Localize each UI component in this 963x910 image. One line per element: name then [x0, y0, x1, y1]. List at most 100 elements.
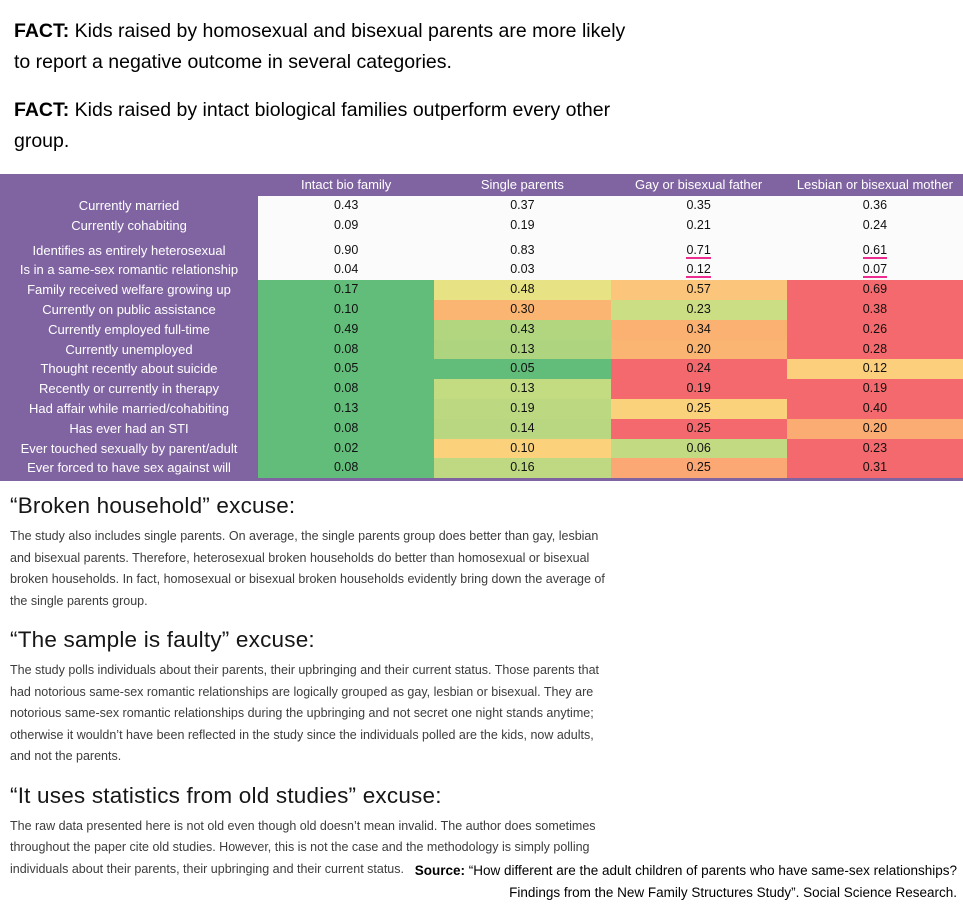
value-cell: 0.90	[258, 240, 435, 261]
value-cell: 0.31	[786, 458, 963, 479]
row-label: Thought recently about suicide	[0, 359, 258, 380]
value-cell: 0.14	[434, 418, 611, 439]
row-label: Had affair while married/cohabiting	[0, 398, 258, 419]
table-row: Currently cohabiting 0.09 0.19 0.21 0.24	[0, 215, 963, 236]
value-cell: 0.16	[434, 458, 611, 479]
value-cell: 0.05	[258, 359, 435, 380]
value-cell: 0.05	[434, 359, 611, 380]
value-cell: 0.24	[786, 215, 963, 236]
value-cell: 0.43	[434, 319, 611, 340]
row-label: Currently married	[0, 196, 258, 216]
value-cell: 0.08	[258, 458, 435, 479]
table-row: Family received welfare growing up 0.17 0.…	[0, 280, 963, 300]
fact-2-label: FACT:	[14, 99, 70, 121]
table-row: Ever touched sexually by parent/adult 0.0…	[0, 438, 963, 459]
fact-2-text: Kids raised by intact biological familie…	[14, 99, 611, 152]
table-row: Currently employed full-time 0.49 0.43 0.34…	[0, 319, 963, 340]
row-label: Ever forced to have sex against will	[0, 458, 258, 479]
value-cell: 0.23	[610, 299, 787, 320]
source-citation: Source: “How different are the adult chi…	[257, 860, 957, 904]
value-cell: 0.09	[258, 215, 435, 236]
value-cell: 0.25	[610, 418, 787, 439]
value-cell: 0.08	[258, 339, 435, 360]
section-heading: “Broken household” excuse:	[10, 493, 296, 519]
value-cell: 0.19	[434, 398, 611, 419]
row-label: Currently unemployed	[0, 339, 258, 360]
excuse-sections: “Broken household” excuse: The study als…	[0, 481, 963, 880]
row-group-gap-cell	[786, 235, 963, 241]
value-cell: 0.02	[258, 438, 435, 459]
value-cell: 0.57	[610, 280, 787, 300]
section-body: The study polls individuals about their …	[10, 663, 600, 764]
row-label: Currently cohabiting	[0, 215, 258, 236]
value-cell: 0.36	[786, 196, 963, 216]
value-cell: 0.19	[786, 379, 963, 399]
value-cell: 0.06	[610, 438, 787, 459]
value-cell: 0.49	[258, 319, 435, 340]
value-cell: 0.19	[610, 379, 787, 399]
column-header-intact-bio-family: Intact bio family	[258, 174, 435, 196]
value-cell: 0.28	[786, 339, 963, 360]
outcomes-heatmap-table: Intact bio family Single parents Gay or …	[0, 174, 963, 482]
column-header-gay-bisexual-father: Gay or bisexual father	[610, 174, 787, 196]
table-body: Currently married 0.43 0.37 0.35 0.36 Current…	[0, 196, 963, 479]
value-cell: 0.35	[610, 196, 787, 216]
value-cell: 0.48	[434, 280, 611, 300]
column-header-lesbian-bisexual-mother: Lesbian or bisexual mother	[786, 174, 963, 196]
section-heading: “It uses statistics from old studies” ex…	[10, 782, 442, 808]
row-label: Recently or currently in therapy	[0, 379, 258, 399]
value-cell: 0.23	[786, 438, 963, 459]
table-row: Ever forced to have sex against will 0.08…	[0, 458, 963, 479]
value-cell: 0.83	[434, 240, 611, 261]
table-corner-cell	[0, 174, 258, 196]
value-cell: 0.69	[786, 280, 963, 300]
row-label: Currently employed full-time	[0, 319, 258, 340]
table-row: Had affair while married/cohabiting 0.13 0…	[0, 398, 963, 419]
value-cell: 0.08	[258, 418, 435, 439]
table-row: Identifies as entirely heterosexual 0.90 0…	[0, 240, 963, 261]
table-row: Thought recently about suicide 0.05 0.05 0.…	[0, 359, 963, 380]
value-cell: 0.61	[786, 240, 963, 261]
table-row: Currently unemployed 0.08 0.13 0.20 0.28	[0, 339, 963, 360]
table-row: Currently married 0.43 0.37 0.35 0.36	[0, 196, 963, 216]
section-broken-household: “Broken household” excuse: The study als…	[10, 493, 963, 612]
value-cell: 0.13	[258, 398, 435, 419]
value-cell: 0.30	[434, 299, 611, 320]
value-cell: 0.38	[786, 299, 963, 320]
value-cell: 0.13	[434, 339, 611, 360]
row-label: Identifies as entirely heterosexual	[0, 240, 258, 261]
value-cell: 0.12	[610, 260, 787, 281]
value-cell: 0.08	[258, 379, 435, 399]
value-cell: 0.24	[610, 359, 787, 380]
section-body: The raw data presented here is not old e…	[10, 818, 596, 876]
value-cell: 0.43	[258, 196, 435, 216]
table-row: Currently on public assistance 0.10 0.30 0.…	[0, 299, 963, 320]
fact-2: FACT: Kids raised by intact biological f…	[14, 95, 632, 157]
value-cell: 0.25	[610, 398, 787, 419]
row-group-gap-cell	[434, 235, 611, 241]
value-cell: 0.03	[434, 260, 611, 281]
row-group-gap-cell	[610, 235, 787, 241]
value-cell: 0.20	[610, 339, 787, 360]
section-old-studies: “It uses statistics from old studies” ex…	[10, 783, 963, 881]
row-label: Currently on public assistance	[0, 299, 258, 320]
table-row: Is in a same-sex romantic relationship 0.…	[0, 260, 963, 281]
value-cell: 0.19	[434, 215, 611, 236]
row-label: Is in a same-sex romantic relationship	[0, 260, 258, 281]
table-header-row: Intact bio family Single parents Gay or …	[0, 174, 963, 196]
value-cell: 0.26	[786, 319, 963, 340]
fact-1: FACT: Kids raised by homosexual and bise…	[14, 16, 632, 78]
value-cell: 0.34	[610, 319, 787, 340]
source-line-1: Source: “How different are the adult chi…	[414, 863, 957, 878]
row-group-gap-cell	[258, 235, 435, 241]
row-label: Family received welfare growing up	[0, 280, 258, 300]
source-label: Source:	[414, 863, 465, 878]
section-body: The study also includes single parents. …	[10, 529, 605, 608]
fact-1-text: Kids raised by homosexual and bisexual p…	[14, 20, 626, 73]
value-cell: 0.71	[610, 240, 787, 261]
fact-statements: FACT: Kids raised by homosexual and bise…	[0, 0, 963, 157]
value-cell: 0.12	[786, 359, 963, 380]
value-cell: 0.10	[258, 299, 435, 320]
column-header-single-parents: Single parents	[434, 174, 611, 196]
section-heading: “The sample is faulty” excuse:	[10, 627, 315, 653]
